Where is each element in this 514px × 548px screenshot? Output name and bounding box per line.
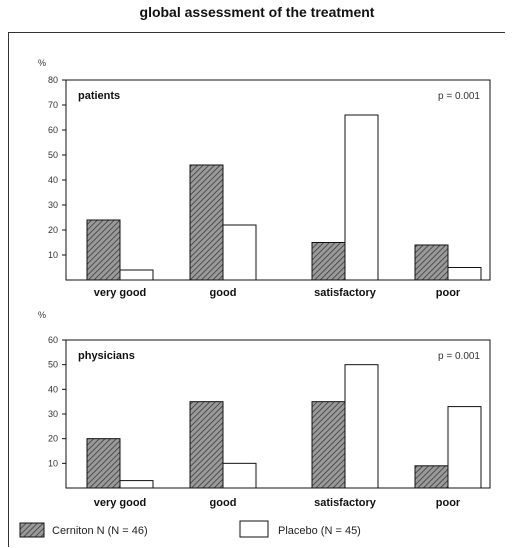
legend-swatch-cerniton <box>19 522 45 538</box>
panel-label: physicians <box>78 350 135 362</box>
p-value-label: p = 0.001 <box>438 351 480 362</box>
chart-panel-patients: % 10 20 30 40 50 60 70 80 patients p = 0.001 very g… <box>38 58 491 299</box>
bar-placebo-satisfactory <box>344 114 379 281</box>
y-tick-label: 40 <box>48 175 58 185</box>
p-value-label: p = 0.001 <box>438 91 480 102</box>
category-label: very good <box>94 287 147 299</box>
y-tick-label: 40 <box>48 384 58 394</box>
bar-placebo-satisfactory <box>344 364 379 489</box>
y-tick-label: 30 <box>48 200 58 210</box>
bar-cerniton-very-good <box>86 219 121 281</box>
category-label: poor <box>436 497 461 509</box>
y-unit-label: % <box>38 58 46 68</box>
category-label: satisfactory <box>314 497 377 509</box>
bar-placebo-poor <box>447 267 482 281</box>
y-tick-label: 80 <box>48 75 58 85</box>
bar-cerniton-satisfactory <box>311 401 346 489</box>
legend: Cerniton N (N = 46) Placebo (N = 45) <box>19 520 361 538</box>
category-label: good <box>210 497 237 509</box>
legend-swatch-placebo <box>239 520 269 538</box>
panel-label: patients <box>78 90 120 102</box>
bar-cerniton-good <box>189 164 224 281</box>
bar-placebo-poor <box>447 406 482 489</box>
y-tick-label: 50 <box>48 150 58 160</box>
bar-cerniton-good <box>189 401 224 489</box>
bar-placebo-good <box>222 224 257 281</box>
y-tick-label: 50 <box>48 360 58 370</box>
category-label: very good <box>94 497 147 509</box>
y-tick-label: 60 <box>48 335 58 345</box>
category-label: poor <box>436 287 461 299</box>
bar-cerniton-poor <box>414 244 449 281</box>
bar-placebo-good <box>222 462 257 489</box>
y-tick-label: 20 <box>48 434 58 444</box>
bar-placebo-very-good <box>119 269 154 281</box>
figure-frame <box>8 32 505 547</box>
legend-label-placebo: Placebo (N = 45) <box>278 525 361 537</box>
y-tick-label: 70 <box>48 100 58 110</box>
chart-panel-physicians: % 10 20 30 40 50 60 physicians p = 0.001 very goo… <box>38 310 491 509</box>
y-tick-label: 60 <box>48 125 58 135</box>
category-label: satisfactory <box>314 287 377 299</box>
y-tick-label: 10 <box>48 250 58 260</box>
bar-cerniton-satisfactory <box>311 242 346 281</box>
bar-cerniton-very-good <box>86 438 121 489</box>
bar-cerniton-poor <box>414 465 449 489</box>
y-tick-label: 10 <box>48 458 58 468</box>
y-tick-label: 30 <box>48 409 58 419</box>
bar-placebo-very-good <box>119 480 154 489</box>
category-label: good <box>210 287 237 299</box>
legend-label-cerniton: Cerniton N (N = 46) <box>52 525 148 537</box>
y-unit-label: % <box>38 310 46 320</box>
y-tick-label: 20 <box>48 225 58 235</box>
chart-title: global assessment of the treatment <box>139 4 375 20</box>
